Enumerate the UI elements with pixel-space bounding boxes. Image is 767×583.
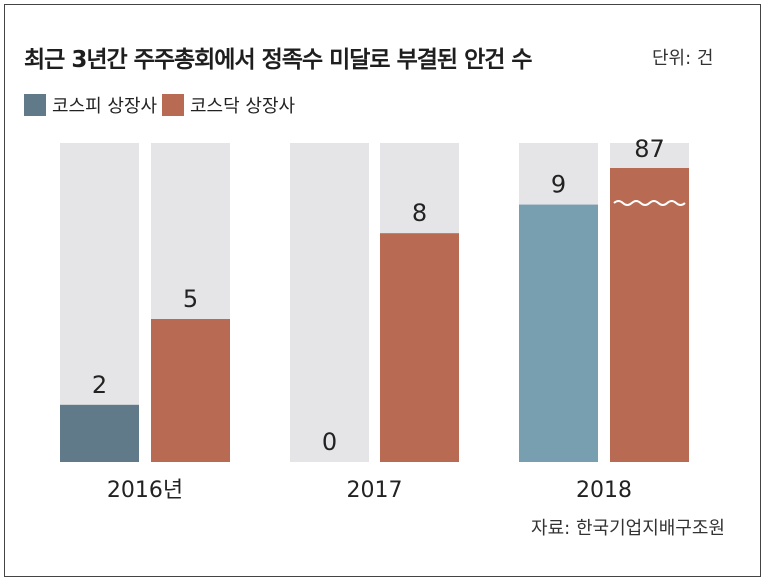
chart-title: 최근 3년간 주주총회에서 정족수 미달로 부결된 안건 수 xyxy=(24,47,533,73)
category-label-2: 2018 xyxy=(576,478,632,503)
legend-swatch-kospi xyxy=(24,94,46,116)
chart-frame xyxy=(4,4,761,577)
data-label-kospi-0: 2 xyxy=(92,371,107,399)
axis-break-mark xyxy=(613,200,686,206)
bar-kosdaq-1 xyxy=(380,233,459,462)
data-label-kosdaq-1: 8 xyxy=(412,199,427,227)
legend-swatch-kosdaq xyxy=(162,94,184,116)
legend-item-kospi: 코스피 상장사 xyxy=(24,92,157,118)
bar-kosdaq-0 xyxy=(151,319,230,462)
legend-label-kospi: 코스피 상장사 xyxy=(52,96,158,117)
source-note: 자료: 한국기업지배구조원 xyxy=(531,518,725,539)
bar-kospi-0 xyxy=(60,404,139,462)
bar-kospi-2 xyxy=(519,204,598,462)
bar-kosdaq-2 xyxy=(610,168,689,462)
data-label-kosdaq-0: 5 xyxy=(183,285,198,313)
category-label-1: 2017 xyxy=(347,478,403,503)
data-label-kospi-1: 0 xyxy=(322,428,337,456)
category-label-0: 2016년 xyxy=(107,478,183,503)
legend-label-kosdaq: 코스닥 상장사 xyxy=(190,96,296,117)
bar-track-kospi-1 xyxy=(290,143,369,462)
data-label-kosdaq-2: 87 xyxy=(634,135,665,163)
data-label-kospi-2: 9 xyxy=(551,171,566,199)
unit-label: 단위: 건 xyxy=(652,48,714,69)
legend-item-kosdaq: 코스닥 상장사 xyxy=(162,92,295,118)
